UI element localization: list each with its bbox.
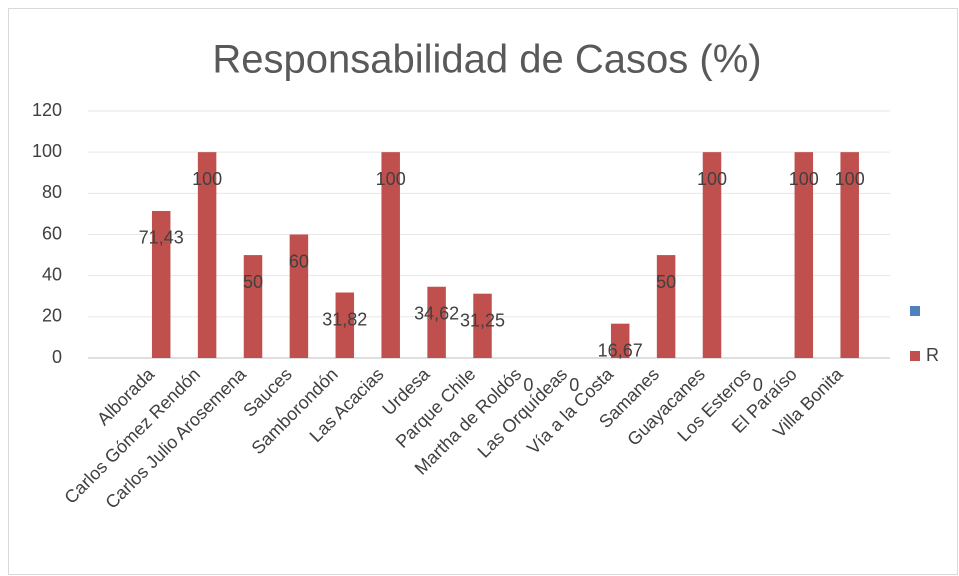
data-label: 100: [835, 169, 865, 189]
data-label: 100: [697, 169, 727, 189]
bar: [610, 323, 630, 358]
data-label: 50: [656, 272, 676, 292]
y-tick-label: 60: [42, 223, 62, 243]
bar: [289, 234, 309, 358]
bar: [656, 255, 676, 358]
legend-swatch: [910, 306, 920, 316]
bar: [702, 152, 722, 358]
data-label: 0: [569, 375, 579, 395]
data-label: 60: [289, 251, 309, 271]
data-label: 100: [376, 169, 406, 189]
data-label: 34,62: [414, 303, 459, 323]
y-tick-label: 40: [42, 264, 62, 284]
data-label: 71,43: [139, 228, 184, 248]
bar: [243, 255, 263, 358]
bar: [473, 293, 492, 358]
data-label: 31,82: [322, 309, 367, 329]
y-tick-label: 0: [52, 347, 62, 367]
data-label: 100: [192, 169, 222, 189]
bar: [794, 152, 814, 358]
data-label: 0: [523, 375, 533, 395]
bar: [197, 152, 217, 358]
bar: [381, 152, 400, 358]
data-label: 31,25: [460, 310, 505, 330]
data-label: 16,67: [598, 340, 643, 360]
chart-border: [8, 8, 958, 575]
y-tick-label: 80: [42, 182, 62, 202]
chart-title: Responsabilidad de Casos (%): [212, 38, 761, 82]
bar: [840, 152, 859, 358]
bar: [335, 292, 355, 358]
data-label: 100: [789, 169, 819, 189]
bar: [427, 286, 446, 358]
data-label: 50: [243, 272, 263, 292]
legend-swatch: [910, 351, 920, 361]
y-tick-label: 100: [32, 141, 62, 161]
data-label: 0: [753, 375, 763, 395]
legend-label: R: [926, 345, 939, 365]
bar: [151, 210, 171, 358]
y-tick-label: 120: [32, 100, 62, 120]
y-tick-label: 20: [42, 306, 62, 326]
